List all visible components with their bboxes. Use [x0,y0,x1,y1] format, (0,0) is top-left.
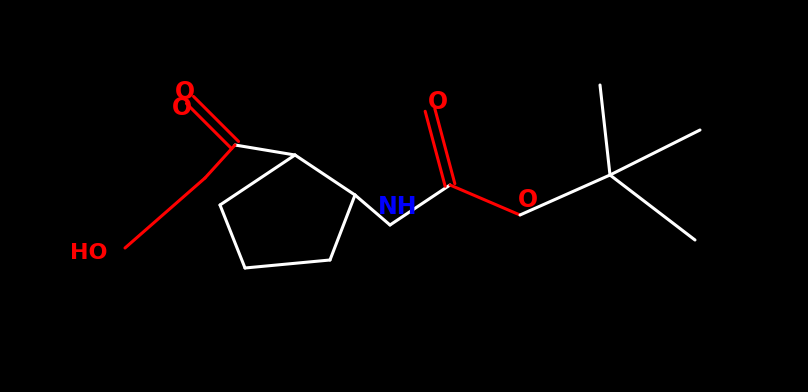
Text: O: O [172,96,192,120]
Text: HO: HO [69,243,107,263]
Text: O: O [175,80,195,104]
Text: O: O [428,90,448,114]
Text: O: O [518,188,538,212]
Text: NH: NH [378,195,418,219]
